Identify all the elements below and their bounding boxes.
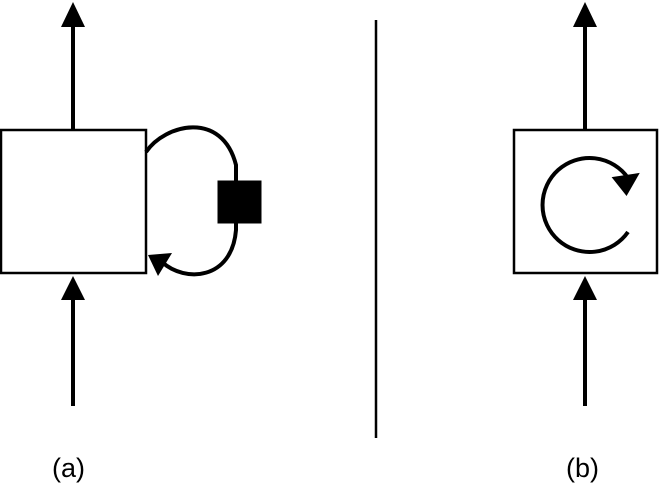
- panel-b-hidden-box: [512, 128, 659, 275]
- panel-a-caption: (a): [52, 453, 85, 483]
- panel-a-output-arrowhead: [61, 2, 85, 27]
- circular-arrow-icon: [540, 156, 640, 254]
- panel-b-caption: (b): [566, 453, 599, 483]
- panel-a-feedback-arrowhead: [148, 253, 172, 276]
- panel-a-feedback-loop: [144, 125, 238, 277]
- panel-b: (b): [512, 2, 659, 483]
- panel-a-hidden-box: [0, 128, 148, 275]
- panel-a-delay-square: [217, 180, 262, 224]
- panel-b-input-arrowhead: [573, 276, 597, 300]
- panel-b-output-arrowhead: [573, 2, 597, 27]
- panel-a-input-arrowhead: [61, 276, 85, 300]
- panel-a: (a): [0, 2, 262, 483]
